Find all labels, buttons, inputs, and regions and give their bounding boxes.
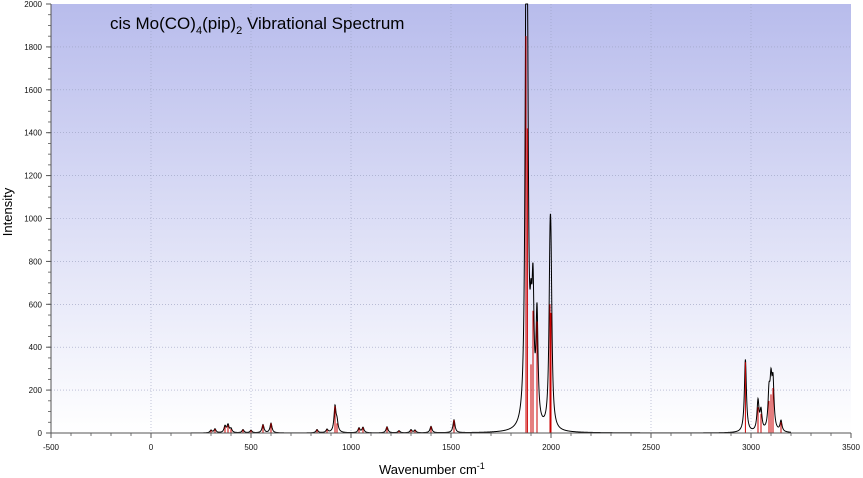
y-tick-labels: 0 200 400 600 800 1000 1200 1400 1600 1800 2000 bbox=[24, 0, 42, 438]
y-tick-label: 1000 bbox=[24, 215, 42, 224]
x-tick-label: 1500 bbox=[442, 443, 460, 452]
chart-title-base: cis Mo(CO) bbox=[110, 14, 196, 33]
chart-title: cis Mo(CO)4(pip)2 Vibrational Spectrum bbox=[110, 14, 404, 37]
y-tick-label: 1600 bbox=[24, 86, 42, 95]
y-tick-label: 0 bbox=[38, 429, 43, 438]
chart-title-sub2: 2 bbox=[236, 25, 242, 37]
y-tick-label: 2000 bbox=[24, 0, 42, 9]
x-tick-label: 2500 bbox=[642, 443, 660, 452]
x-tick-label: 2000 bbox=[542, 443, 560, 452]
chart-title-tail: Vibrational Spectrum bbox=[242, 14, 404, 33]
y-tick-label: 800 bbox=[29, 257, 43, 266]
x-axis-title-sup: -1 bbox=[477, 461, 485, 471]
x-axis-title-base: Wavenumber cm bbox=[379, 462, 477, 477]
y-axis-title: Intensity bbox=[0, 187, 15, 236]
y-tick-label: 600 bbox=[29, 300, 43, 309]
stick-spectrum bbox=[210, 36, 782, 433]
chart-title-mid: (pip) bbox=[202, 14, 236, 33]
axes bbox=[46, 3, 852, 438]
y-tick-label: 1400 bbox=[24, 129, 42, 138]
x-tick-label: -500 bbox=[43, 443, 60, 452]
x-tick-label: 500 bbox=[244, 443, 258, 452]
x-tick-label: 0 bbox=[149, 443, 154, 452]
y-tick-label: 200 bbox=[29, 386, 43, 395]
x-tick-label: 1000 bbox=[342, 443, 360, 452]
x-tick-label: 3500 bbox=[842, 443, 860, 452]
x-tick-labels: -500 0 500 1000 1500 2000 2500 3000 3500 bbox=[43, 443, 860, 452]
x-tick-label: 3000 bbox=[742, 443, 760, 452]
y-tick-label: 1800 bbox=[24, 43, 42, 52]
y-tick-label: 400 bbox=[29, 343, 43, 352]
y-tick-label: 1200 bbox=[24, 172, 42, 181]
chart-title-sub1: 4 bbox=[196, 25, 202, 37]
x-axis-title: Wavenumber cm-1 bbox=[379, 461, 485, 477]
